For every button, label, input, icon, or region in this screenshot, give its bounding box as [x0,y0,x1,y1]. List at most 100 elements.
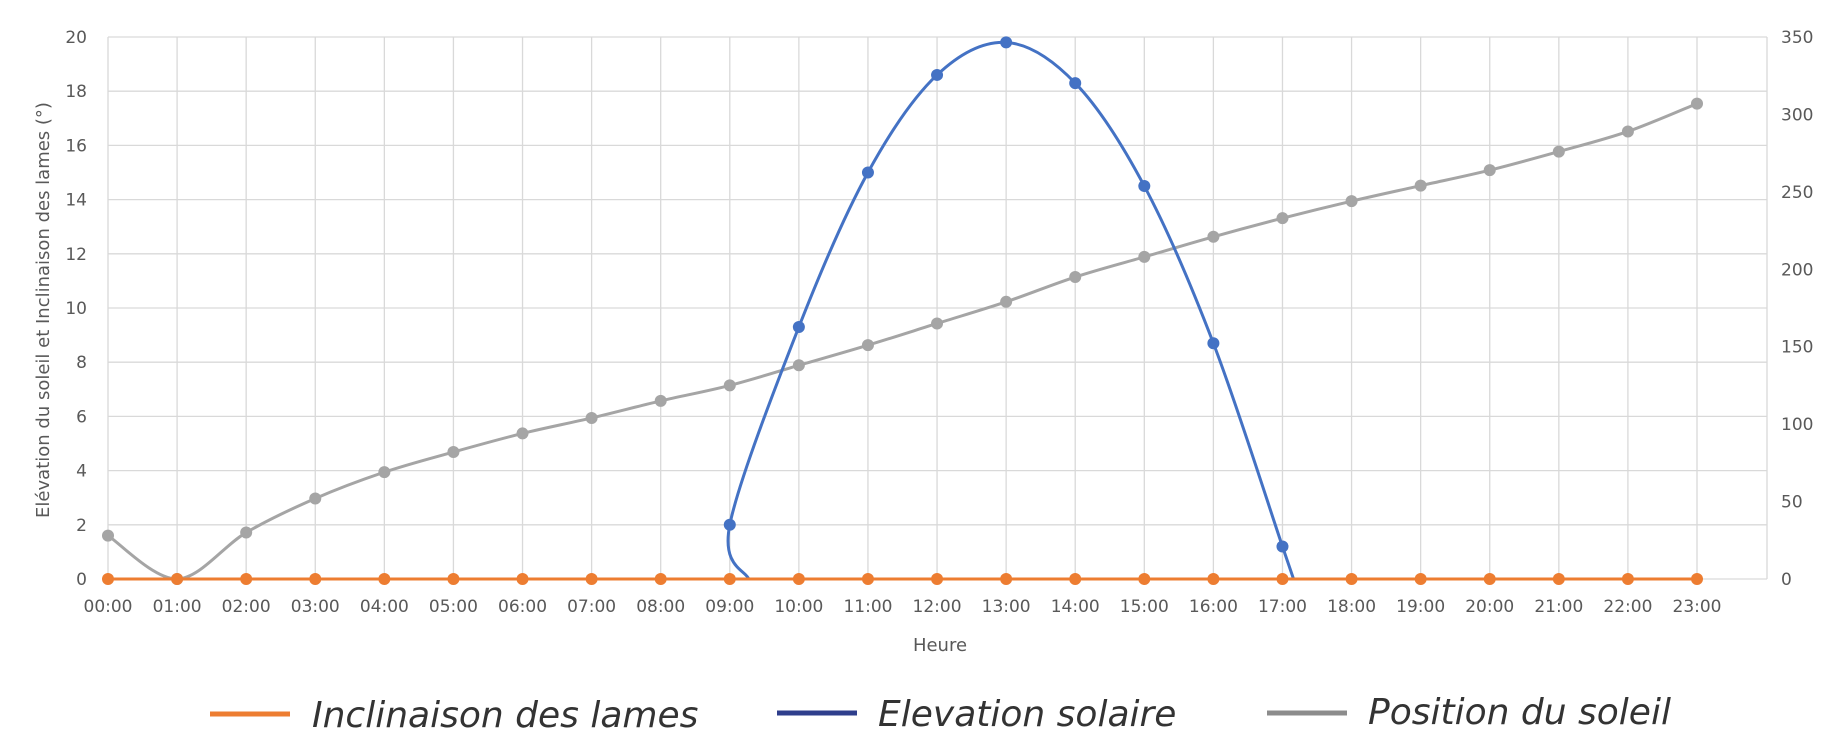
x-tick-label: 10:00 [774,597,823,617]
data-point [1621,125,1634,138]
y2-tick-label: 100 [1781,415,1813,435]
legend-label-inclinaison: Inclinaison des lames [312,695,698,736]
data-point [861,573,874,585]
y2-tick-label: 350 [1781,28,1813,48]
x-tick-label: 06:00 [498,597,547,617]
x-tick-label: 20:00 [1465,597,1514,617]
y-tick-label: 18 [65,82,87,102]
data-point [102,573,114,585]
x-axis-title: Heure [913,635,967,656]
y-tick-label: 20 [65,28,87,48]
y2-tick-label: 200 [1781,260,1813,280]
data-point [1276,573,1289,585]
data-point [1000,295,1013,308]
y-tick-label: 16 [65,136,87,156]
data-point [1276,540,1289,553]
x-tick-label: 12:00 [913,597,962,617]
y-tick-label: 8 [76,353,87,373]
data-point [447,446,460,459]
data-point [1276,212,1289,225]
y-axis-left: 0 2 4 6 8 10 12 14 16 18 20 [65,28,87,590]
data-point [585,573,598,585]
series-position-du-soleil [102,97,1703,585]
data-point [792,359,805,372]
data-point [1069,271,1082,284]
x-tick-label: 11:00 [843,597,892,617]
data-point [654,394,667,407]
data-point [1138,180,1151,193]
data-point [516,573,529,585]
data-point [585,411,598,424]
legend-label-elevation: Elevation solaire [878,694,1176,735]
x-tick-label: 03:00 [291,597,340,617]
data-point [378,466,391,479]
data-point [1483,164,1496,177]
x-tick-label: 00:00 [84,597,133,617]
series-line [107,102,1698,581]
y2-tick-label: 300 [1781,105,1813,125]
data-point [1483,573,1496,585]
x-axis: 00:00 01:00 02:00 03:00 04:00 05:00 06:00 07:00… [84,597,1722,617]
data-point [931,317,944,330]
data-point [240,573,253,585]
x-tick-label: 17:00 [1258,597,1307,617]
x-tick-label: 18:00 [1327,597,1376,617]
y2-tick-label: 250 [1781,183,1813,203]
data-point [1345,195,1358,208]
y2-tick-label: 150 [1781,338,1813,358]
data-point [102,529,114,542]
data-point [1414,179,1427,192]
data-point [1138,250,1151,263]
data-point [1691,573,1703,585]
data-point [723,573,736,585]
x-tick-label: 08:00 [636,597,685,617]
data-point [931,68,944,81]
y2-tick-label: 50 [1781,493,1803,513]
y-tick-label: 6 [76,407,87,427]
legend-label-position: Position du soleil [1368,692,1671,733]
data-point [378,573,391,585]
data-point [931,573,944,585]
data-point [1552,145,1565,158]
data-point [1069,77,1082,90]
data-point [1138,573,1151,585]
data-point [1000,573,1013,585]
y-axis-right: 0 50 100 150 200 250 300 350 [1781,28,1813,590]
data-point [792,573,805,585]
x-tick-label: 15:00 [1120,597,1169,617]
x-tick-label: 23:00 [1673,597,1722,617]
data-point [1207,230,1220,243]
data-point [309,573,322,585]
data-point [1621,573,1634,585]
x-tick-label: 07:00 [567,597,616,617]
series-inclinaison-des-lames [102,573,1703,585]
data-point [861,339,874,352]
x-tick-label: 09:00 [705,597,754,617]
x-tick-label: 05:00 [429,597,478,617]
data-point [723,379,736,392]
y-tick-label: 10 [65,299,87,319]
series-layer [102,36,1703,585]
data-point [1207,573,1220,585]
data-point [723,518,736,531]
data-point [654,573,667,585]
data-point [516,427,529,440]
x-tick-label: 01:00 [153,597,202,617]
data-point [1691,97,1703,110]
data-point [1345,573,1358,585]
data-point [447,573,460,585]
x-tick-label: 04:00 [360,597,409,617]
y2-tick-label: 0 [1781,570,1792,590]
data-point [1069,573,1082,585]
x-tick-label: 02:00 [222,597,271,617]
data-point [309,492,322,505]
data-point [861,166,874,179]
grid [107,36,1768,580]
data-point [1414,573,1427,585]
data-point [171,573,184,585]
x-tick-label: 16:00 [1189,597,1238,617]
data-point [1000,36,1013,49]
data-point [792,320,805,333]
series-line [726,40,1295,580]
data-point [240,526,253,539]
